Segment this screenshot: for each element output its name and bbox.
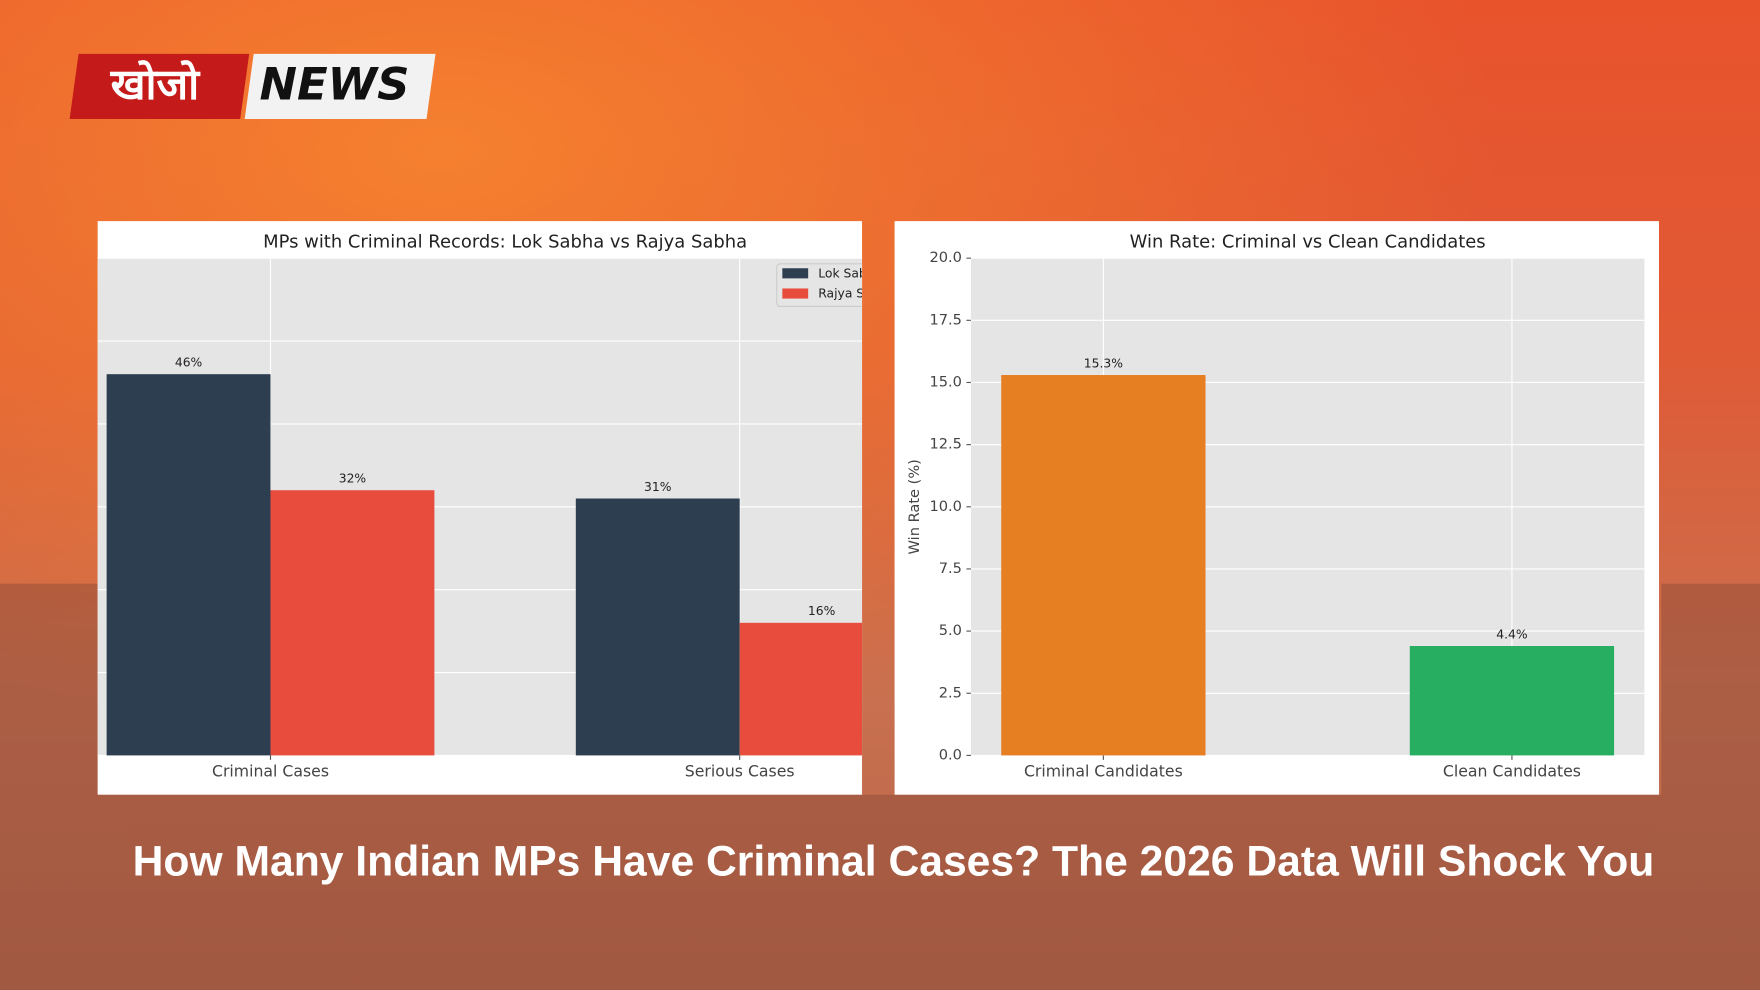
logo-hindi: खोजो xyxy=(110,60,202,110)
bar xyxy=(1409,646,1615,756)
value-label: 4.4% xyxy=(1496,627,1528,641)
bar xyxy=(270,490,435,756)
chart-title: MPs with Criminal Records: Lok Sabha vs … xyxy=(263,231,747,252)
y-axis-label: Win Rate (%) xyxy=(906,459,923,554)
value-label: 32% xyxy=(339,471,367,485)
headline: How Many Indian MPs Have Criminal Cases?… xyxy=(133,838,1655,886)
y-tick-label: 10.0 xyxy=(929,498,961,515)
value-label: 46% xyxy=(175,355,203,369)
chart: MPs with Criminal Records: Lok Sabha vs … xyxy=(97,231,895,781)
x-tick-label: Criminal Candidates xyxy=(1024,762,1183,781)
bar xyxy=(739,622,863,756)
bar xyxy=(106,374,271,756)
logo-english: NEWS xyxy=(259,58,409,111)
bar xyxy=(575,498,740,756)
y-tick-label: 2.5 xyxy=(939,684,962,701)
y-tick-label: 15.0 xyxy=(929,373,961,390)
y-tick-label: 5.0 xyxy=(939,622,962,639)
y-tick-label: 20.0 xyxy=(929,249,961,266)
building-silhouette xyxy=(0,583,1760,990)
y-tick-label: 0.0 xyxy=(939,746,962,763)
x-tick-label: Criminal Cases xyxy=(212,762,329,781)
x-tick-label: Clean Candidates xyxy=(1443,762,1581,781)
chart: Win Rate: Criminal vs Clean Candidates 0.… xyxy=(906,231,1645,781)
bar xyxy=(1001,375,1206,756)
legend-label: Rajya Sabha xyxy=(818,287,895,301)
y-tick-label: 12.5 xyxy=(929,436,961,453)
legend-swatch xyxy=(782,268,809,279)
value-label: 16% xyxy=(808,604,836,618)
x-tick-label: Serious Cases xyxy=(685,762,795,781)
logo-red-block xyxy=(69,53,250,119)
legend-label: Lok Sabha xyxy=(818,266,882,280)
y-tick-label: 17.5 xyxy=(929,311,961,328)
value-label: 31% xyxy=(644,480,672,494)
value-label: 15.3% xyxy=(1084,356,1123,370)
chart-title: Win Rate: Criminal vs Clean Candidates xyxy=(1130,231,1486,252)
legend-swatch xyxy=(782,288,809,299)
logo-white-block xyxy=(244,53,436,119)
y-tick-label: 7.5 xyxy=(939,560,962,577)
